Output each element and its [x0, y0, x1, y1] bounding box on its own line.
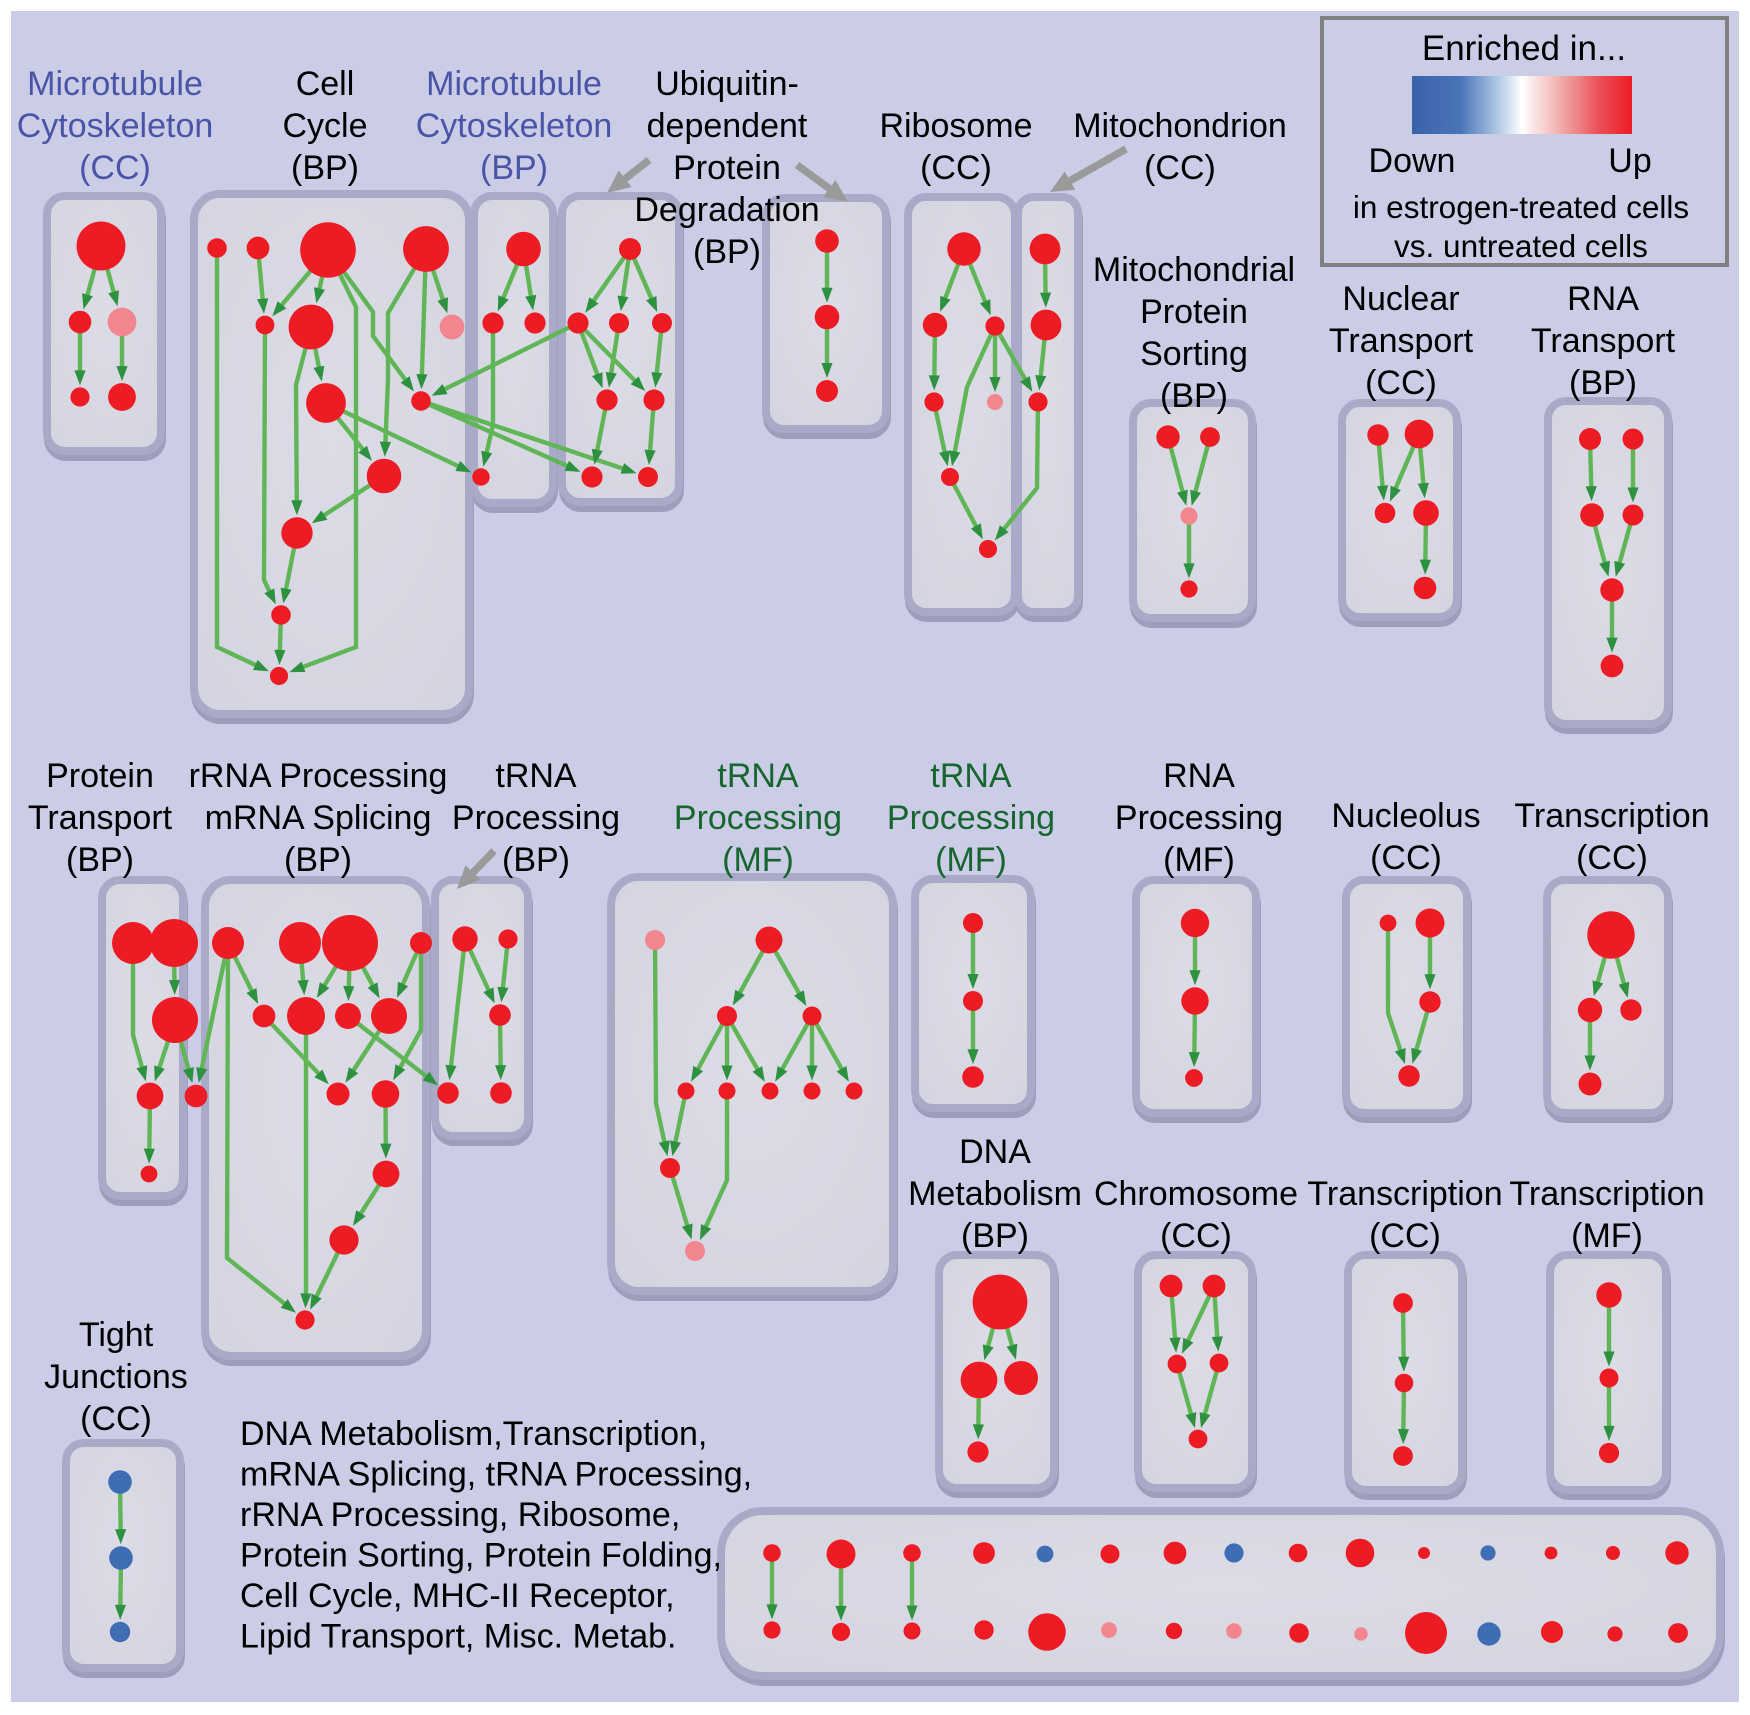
- svg-text:Down: Down: [1369, 142, 1456, 180]
- svg-text:Cytoskeleton: Cytoskeleton: [416, 107, 613, 145]
- svg-text:Nuclear: Nuclear: [1342, 280, 1459, 318]
- svg-text:(BP): (BP): [961, 1217, 1029, 1255]
- svg-text:Transcription: Transcription: [1514, 797, 1709, 835]
- svg-text:Transcription: Transcription: [1307, 1175, 1502, 1213]
- svg-text:(MF): (MF): [1571, 1217, 1643, 1255]
- svg-text:Chromosome: Chromosome: [1094, 1175, 1298, 1213]
- svg-text:in estrogen-treated cells: in estrogen-treated cells: [1353, 189, 1689, 225]
- svg-text:DNA: DNA: [959, 1133, 1031, 1171]
- svg-text:Sorting: Sorting: [1140, 335, 1248, 373]
- svg-text:(CC): (CC): [1576, 839, 1648, 877]
- svg-text:tRNA: tRNA: [930, 757, 1012, 795]
- svg-text:(BP): (BP): [693, 233, 761, 271]
- svg-text:Junctions: Junctions: [44, 1358, 188, 1396]
- svg-text:Processing: Processing: [674, 799, 842, 837]
- svg-text:RNA: RNA: [1163, 757, 1235, 795]
- svg-text:Cytoskeleton: Cytoskeleton: [17, 107, 214, 145]
- svg-text:Transport: Transport: [1531, 322, 1676, 360]
- svg-text:(BP): (BP): [291, 149, 359, 187]
- svg-text:Mitochondrion: Mitochondrion: [1073, 107, 1287, 145]
- svg-text:(CC): (CC): [1144, 149, 1216, 187]
- svg-text:Metabolism: Metabolism: [908, 1175, 1082, 1213]
- svg-text:(BP): (BP): [284, 841, 352, 879]
- svg-text:mRNA Splicing: mRNA Splicing: [205, 799, 432, 837]
- svg-text:Protein Sorting, Protein Foldi: Protein Sorting, Protein Folding,: [240, 1537, 722, 1575]
- svg-text:Nucleolus: Nucleolus: [1331, 797, 1480, 835]
- svg-text:Degradation: Degradation: [634, 191, 819, 229]
- svg-text:Lipid Transport, Misc. Metab.: Lipid Transport, Misc. Metab.: [240, 1618, 677, 1656]
- svg-text:Cell: Cell: [296, 65, 355, 103]
- svg-text:dependent: dependent: [647, 107, 808, 145]
- svg-text:(BP): (BP): [1569, 364, 1637, 402]
- svg-text:Tight: Tight: [79, 1316, 154, 1354]
- svg-text:Protein: Protein: [673, 149, 781, 187]
- svg-text:Processing: Processing: [1115, 799, 1283, 837]
- svg-text:Mitochondrial: Mitochondrial: [1093, 251, 1295, 289]
- svg-text:Ribosome: Ribosome: [879, 107, 1032, 145]
- svg-text:DNA Metabolism,Transcription,: DNA Metabolism,Transcription,: [240, 1415, 707, 1453]
- svg-text:rRNA Processing, Ribosome,: rRNA Processing, Ribosome,: [240, 1496, 680, 1534]
- svg-text:Ubiquitin-: Ubiquitin-: [655, 65, 799, 103]
- svg-text:Enriched in...: Enriched in...: [1422, 29, 1626, 68]
- svg-text:(MF): (MF): [935, 841, 1007, 879]
- svg-text:(MF): (MF): [722, 841, 794, 879]
- svg-text:rRNA Processing: rRNA Processing: [189, 757, 448, 795]
- svg-text:(CC): (CC): [79, 149, 151, 187]
- svg-text:Protein: Protein: [1140, 293, 1248, 331]
- svg-text:vs. untreated cells: vs. untreated cells: [1394, 228, 1648, 264]
- svg-text:tRNA: tRNA: [717, 757, 799, 795]
- svg-text:Cycle: Cycle: [282, 107, 367, 145]
- svg-text:(CC): (CC): [920, 149, 992, 187]
- svg-text:Protein: Protein: [46, 757, 154, 795]
- svg-text:Transport: Transport: [28, 799, 173, 837]
- svg-text:Microtubule: Microtubule: [27, 65, 203, 103]
- svg-text:(MF): (MF): [1163, 841, 1235, 879]
- svg-text:(BP): (BP): [502, 841, 570, 879]
- svg-text:Processing: Processing: [887, 799, 1055, 837]
- svg-text:Cell Cycle, MHC-II Receptor,: Cell Cycle, MHC-II Receptor,: [240, 1577, 675, 1615]
- svg-text:Transport: Transport: [1329, 322, 1474, 360]
- svg-text:(BP): (BP): [1160, 377, 1228, 415]
- svg-text:RNA: RNA: [1567, 280, 1639, 318]
- svg-text:Processing: Processing: [452, 799, 620, 837]
- svg-text:(CC): (CC): [1365, 364, 1437, 402]
- svg-text:(BP): (BP): [66, 841, 134, 879]
- svg-text:(BP): (BP): [480, 149, 548, 187]
- svg-text:mRNA Splicing, tRNA Processing: mRNA Splicing, tRNA Processing,: [240, 1456, 752, 1494]
- svg-text:tRNA: tRNA: [495, 757, 577, 795]
- svg-text:Transcription: Transcription: [1509, 1175, 1704, 1213]
- svg-text:(CC): (CC): [1369, 1217, 1441, 1255]
- svg-text:(CC): (CC): [80, 1400, 152, 1438]
- svg-text:(CC): (CC): [1160, 1217, 1232, 1255]
- svg-text:(CC): (CC): [1370, 839, 1442, 877]
- svg-text:Up: Up: [1608, 142, 1651, 180]
- svg-text:Microtubule: Microtubule: [426, 65, 602, 103]
